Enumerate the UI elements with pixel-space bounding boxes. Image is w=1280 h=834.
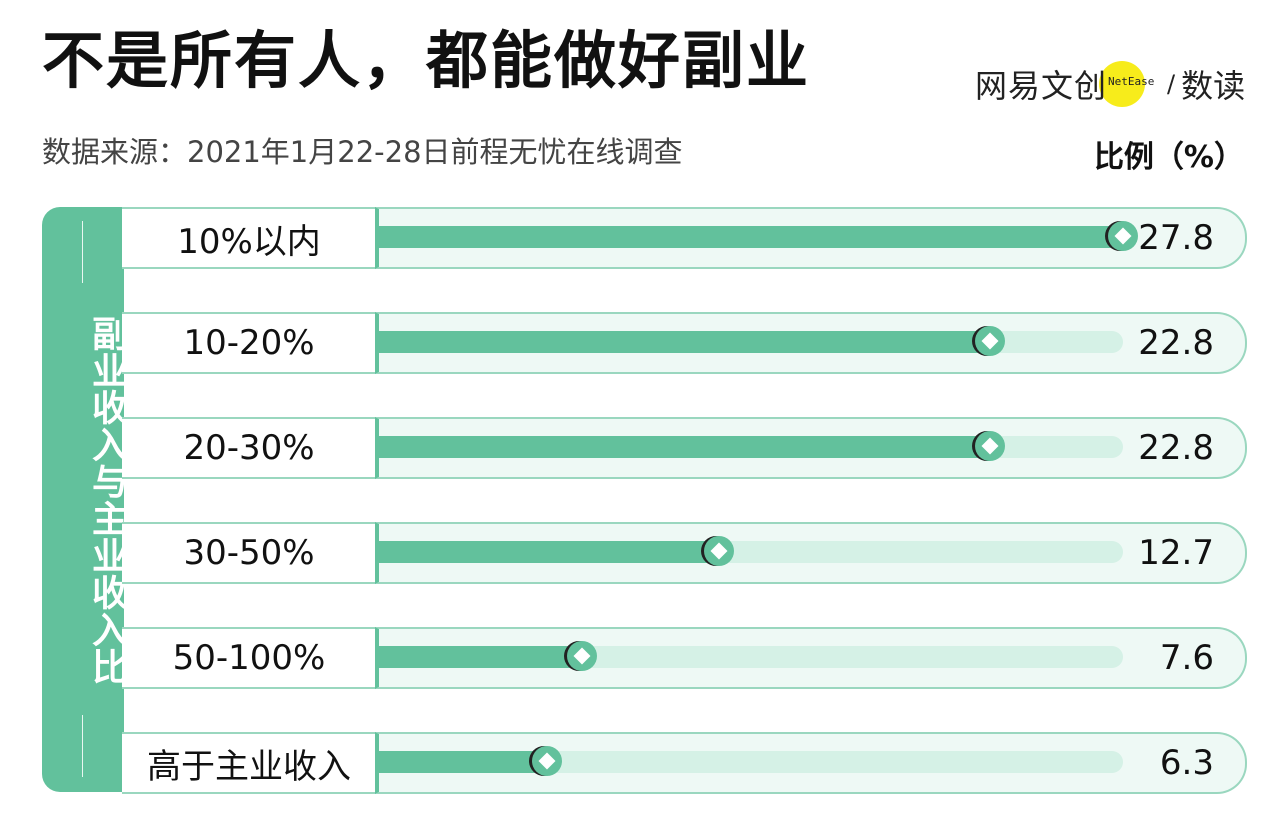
diamond-marker-icon	[532, 746, 562, 776]
chart-title: 不是所有人，都能做好副业	[42, 24, 811, 97]
bar-fill	[379, 436, 989, 458]
bar-fill	[379, 541, 719, 563]
bar-value: 22.8	[1138, 323, 1214, 363]
bar-value: 12.7	[1138, 533, 1214, 573]
bar-track	[379, 751, 1123, 773]
bar-row: 20-30% 22.8	[122, 417, 1247, 479]
bar-fill	[379, 226, 1123, 248]
bar-value: 7.6	[1159, 638, 1214, 678]
chart-panel: 副业收入与主业收入比 10%以内 27.8 10-20% 22.8 20-30%…	[42, 207, 1247, 794]
logo-separator: /	[1167, 70, 1176, 98]
category-label: 50-100%	[122, 627, 376, 689]
brand-name-en: NetEase	[1108, 75, 1155, 88]
diamond-marker-icon	[704, 536, 734, 566]
brand-name-cn: 网易文创	[975, 67, 1108, 105]
unit-label: 比例（%）	[1093, 140, 1244, 175]
bar-row: 10-20% 22.8	[122, 312, 1247, 374]
brand-logo: 网易文创 NetEase / 数读	[975, 61, 1246, 107]
axis-divider-top	[82, 221, 83, 283]
bar-value: 27.8	[1138, 218, 1214, 258]
category-label: 30-50%	[122, 522, 376, 584]
bar-value: 6.3	[1159, 743, 1214, 783]
bar-row: 50-100% 7.6	[122, 627, 1247, 689]
category-label: 20-30%	[122, 417, 376, 479]
bar-fill	[379, 751, 544, 773]
category-axis-band: 副业收入与主业收入比	[42, 207, 127, 792]
yellow-circle-icon	[1099, 61, 1146, 107]
category-label: 高于主业收入	[122, 732, 376, 794]
diamond-marker-icon	[975, 326, 1005, 356]
category-label: 10-20%	[122, 312, 376, 374]
bar-row: 30-50% 12.7	[122, 522, 1247, 584]
bar-value: 22.8	[1138, 428, 1214, 468]
category-label: 10%以内	[122, 207, 376, 269]
category-axis-title: 副业收入与主业收入比	[86, 314, 127, 685]
bar-fill	[379, 331, 989, 353]
data-source: 数据来源：2021年1月22-28日前程无忧在线调查	[42, 135, 683, 169]
axis-divider-bottom	[82, 715, 83, 777]
bar-fill	[379, 646, 579, 668]
diamond-marker-icon	[975, 431, 1005, 461]
diamond-marker-icon	[567, 641, 597, 671]
bar-row: 10%以内 27.8	[122, 207, 1247, 269]
diamond-marker-icon	[1108, 221, 1138, 251]
bar-row: 高于主业收入 6.3	[122, 732, 1247, 794]
column-name: 数读	[1181, 67, 1246, 105]
